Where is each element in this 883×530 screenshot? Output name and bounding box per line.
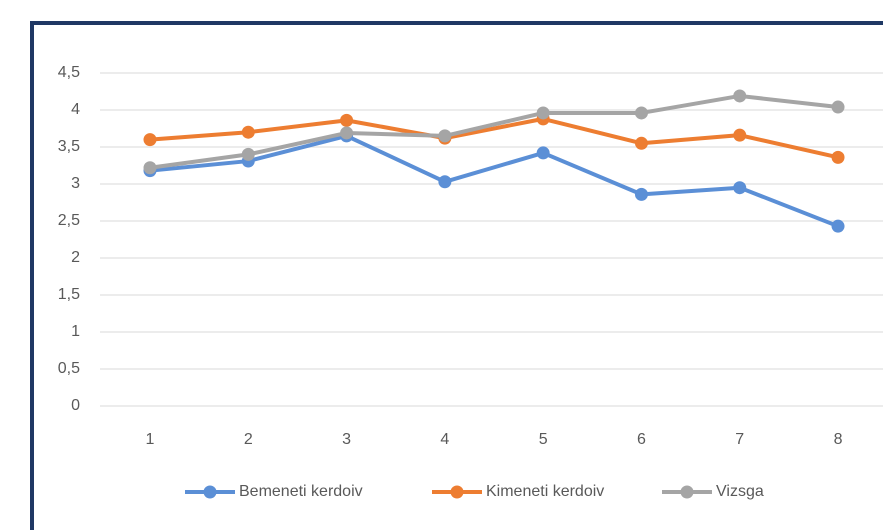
x-tick-label: 7 (735, 431, 744, 448)
legend-marker (680, 485, 694, 499)
data-point (831, 150, 845, 164)
data-point (733, 89, 747, 103)
data-point (438, 129, 452, 143)
y-tick-label: 0 (71, 397, 80, 414)
data-point (241, 125, 255, 139)
data-point (733, 128, 747, 142)
legend-label: Vizsga (716, 483, 764, 500)
legend-marker (203, 485, 217, 499)
y-tick-label: 4 (71, 101, 80, 118)
y-tick-label: 3 (71, 175, 80, 192)
data-point (536, 146, 550, 160)
y-tick-label: 1 (71, 323, 80, 340)
y-tick-label: 2,5 (58, 212, 80, 229)
data-point (733, 181, 747, 195)
series-line (149, 116, 839, 160)
data-point (831, 219, 845, 233)
data-point (143, 161, 157, 175)
y-tick-label: 3,5 (58, 138, 80, 155)
series-line (149, 133, 839, 229)
data-point (340, 113, 354, 127)
x-tick-label: 6 (637, 431, 646, 448)
y-tick-label: 0,5 (58, 360, 80, 377)
x-tick-label: 5 (539, 431, 548, 448)
data-point (634, 187, 648, 201)
data-point (634, 106, 648, 120)
data-point (536, 106, 550, 120)
x-tick-label: 8 (834, 431, 843, 448)
data-point (831, 100, 845, 114)
legend-label: Bemeneti kerdoiv (239, 483, 363, 500)
y-tick-label: 2 (71, 249, 80, 266)
legend-label: Kimeneti kerdoiv (486, 483, 604, 500)
legend-marker (450, 485, 464, 499)
x-tick-label: 4 (440, 431, 449, 448)
data-point (241, 147, 255, 161)
data-point (634, 136, 648, 150)
x-tick-label: 3 (342, 431, 351, 448)
x-tick-label: 2 (244, 431, 253, 448)
series-line (149, 93, 839, 170)
y-tick-label: 4,5 (58, 64, 80, 81)
data-point (438, 175, 452, 189)
y-tick-label: 1,5 (58, 286, 80, 303)
data-point (340, 126, 354, 140)
data-point (143, 133, 157, 147)
x-tick-label: 1 (146, 431, 155, 448)
